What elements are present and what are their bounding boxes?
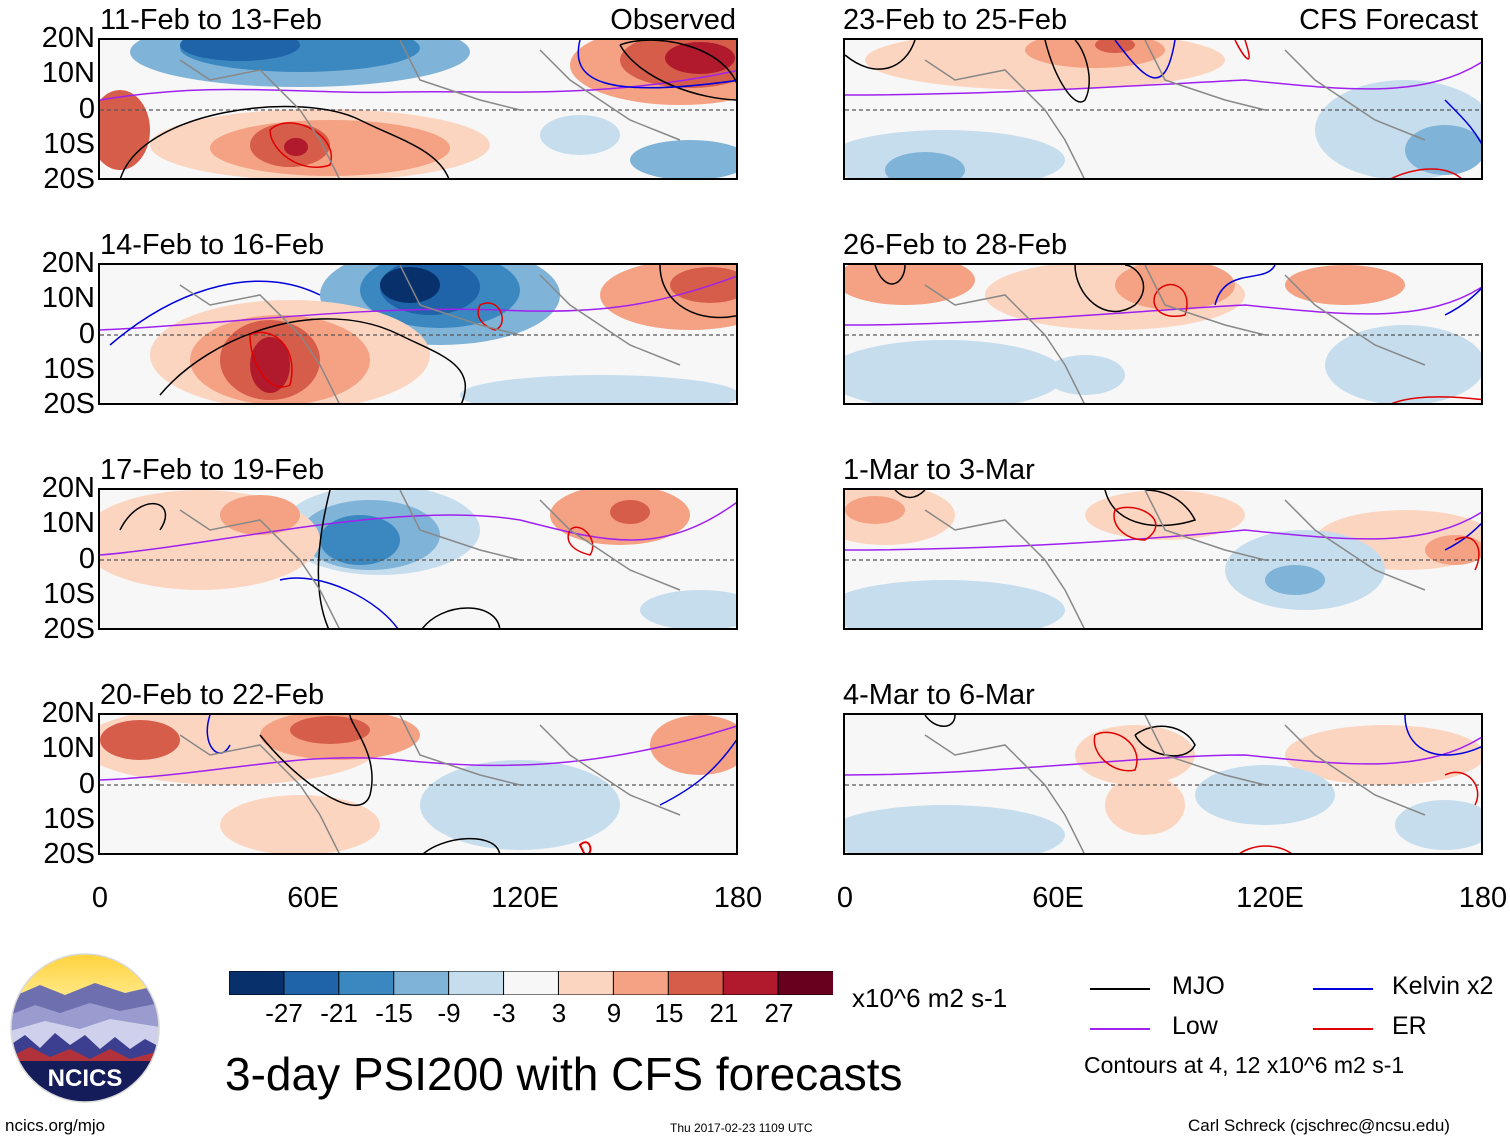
lat-label: 20S <box>43 163 95 195</box>
legend-label-mjo: MJO <box>1172 972 1225 1000</box>
map-panel-obs-4 <box>98 713 738 855</box>
footer-credit: Carl Schreck (cjschrec@ncsu.edu) <box>1188 1116 1450 1135</box>
footer-timestamp: Thu 2017-02-23 1109 UTC <box>670 1121 813 1135</box>
panel-title-fc-1: 23-Feb to 25-Feb <box>843 4 1068 36</box>
lat-label: 10S <box>43 803 95 835</box>
lon-label: 0 <box>836 882 854 914</box>
lon-label: 60E <box>287 882 339 914</box>
map-panel-obs-2 <box>98 263 738 405</box>
panel-title-obs-1: 11-Feb to 13-Feb <box>100 4 322 36</box>
lat-label: 10N <box>41 282 95 314</box>
lat-label: 20N <box>41 247 95 279</box>
legend-line-mjo <box>1090 988 1150 990</box>
lat-label: 0 <box>78 93 95 125</box>
legend-label-er: ER <box>1392 1012 1427 1040</box>
lat-label: 10N <box>41 57 95 89</box>
colorbar-tick: 21 <box>709 998 739 1028</box>
colorbar-swatch <box>667 970 725 996</box>
lat-label: 10S <box>43 578 95 610</box>
map-panel-obs-1 <box>98 38 738 180</box>
lat-label: 20N <box>41 472 95 504</box>
lat-label: 10S <box>43 353 95 385</box>
lon-label: 180 <box>1458 882 1508 914</box>
colorbar-swatch <box>228 970 285 996</box>
lat-label: 10N <box>41 507 95 539</box>
colorbar-swatch <box>557 970 615 996</box>
colorbar-swatch <box>338 970 395 996</box>
colorbar-tick: 3 <box>551 998 567 1028</box>
colorbar-tick: -3 <box>492 998 516 1028</box>
panel-title-obs-3: 17-Feb to 19-Feb <box>100 454 325 486</box>
logo-text: NCICS <box>48 1065 123 1092</box>
colorbar-swatch <box>503 970 560 996</box>
legend-line-kelvin <box>1313 988 1373 990</box>
legend-line-low <box>1090 1028 1150 1030</box>
colorbar-tick: -27 <box>265 998 303 1028</box>
panel-title-obs-2: 14-Feb to 16-Feb <box>100 229 325 261</box>
panel-title-fc-2: 26-Feb to 28-Feb <box>843 229 1068 261</box>
lat-label: 0 <box>78 768 95 800</box>
map-panel-obs-3 <box>98 488 738 630</box>
lon-label: 180 <box>713 882 763 914</box>
main-title: 3-day PSI200 with CFS forecasts <box>225 1048 903 1100</box>
colorbar-swatch <box>722 970 780 996</box>
lat-label: 0 <box>78 543 95 575</box>
lon-label: 120E <box>491 882 559 914</box>
ncics-logo: NCICS <box>10 953 160 1103</box>
panel-title-obs-4: 20-Feb to 22-Feb <box>100 679 325 711</box>
lat-label: 20S <box>43 388 95 420</box>
colorbar-units: x10^6 m2 s-1 <box>852 983 1008 1013</box>
colorbar-swatch <box>283 970 340 996</box>
lat-label: 0 <box>78 318 95 350</box>
colorbar <box>228 970 835 996</box>
colorbar-tick: -21 <box>320 998 358 1028</box>
panel-title-fc-4: 4-Mar to 6-Mar <box>843 679 1035 711</box>
colorbar-swatch <box>612 970 670 996</box>
legend-label-low: Low <box>1172 1012 1218 1040</box>
footer-url[interactable]: ncics.org/mjo <box>5 1116 106 1135</box>
lat-label: 20S <box>43 838 95 870</box>
panel-label-observed: Observed <box>610 4 736 36</box>
lon-label: 60E <box>1032 882 1084 914</box>
colorbar-swatch <box>393 970 450 996</box>
colorbar-swatches <box>228 970 835 996</box>
colorbar-tick: -15 <box>375 998 413 1028</box>
lat-label: 10N <box>41 732 95 764</box>
panel-title-fc-3: 1-Mar to 3-Mar <box>843 454 1035 486</box>
lat-label: 10S <box>43 128 95 160</box>
colorbar-tick: 9 <box>606 998 622 1028</box>
map-panel-fc-3 <box>843 488 1483 630</box>
colorbar-swatch <box>448 970 505 996</box>
colorbar-tick: 27 <box>764 998 794 1028</box>
lat-label: 20N <box>41 697 95 729</box>
map-panel-fc-2 <box>843 263 1483 405</box>
lat-label: 20N <box>41 22 95 54</box>
lon-label: 120E <box>1236 882 1304 914</box>
panel-label-cfs-forecast: CFS Forecast <box>1299 4 1478 36</box>
legend-note: Contours at 4, 12 x10^6 m2 s-1 <box>1084 1052 1405 1078</box>
map-panel-fc-1 <box>843 38 1483 180</box>
legend-label-kelvin: Kelvin x2 <box>1392 972 1494 1000</box>
colorbar-tick: -9 <box>437 998 461 1028</box>
map-panel-fc-4 <box>843 713 1483 855</box>
lon-label: 0 <box>91 882 109 914</box>
colorbar-tick: 15 <box>654 998 684 1028</box>
colorbar-swatch <box>777 970 835 996</box>
legend-line-er <box>1313 1028 1373 1030</box>
lat-label: 20S <box>43 613 95 645</box>
